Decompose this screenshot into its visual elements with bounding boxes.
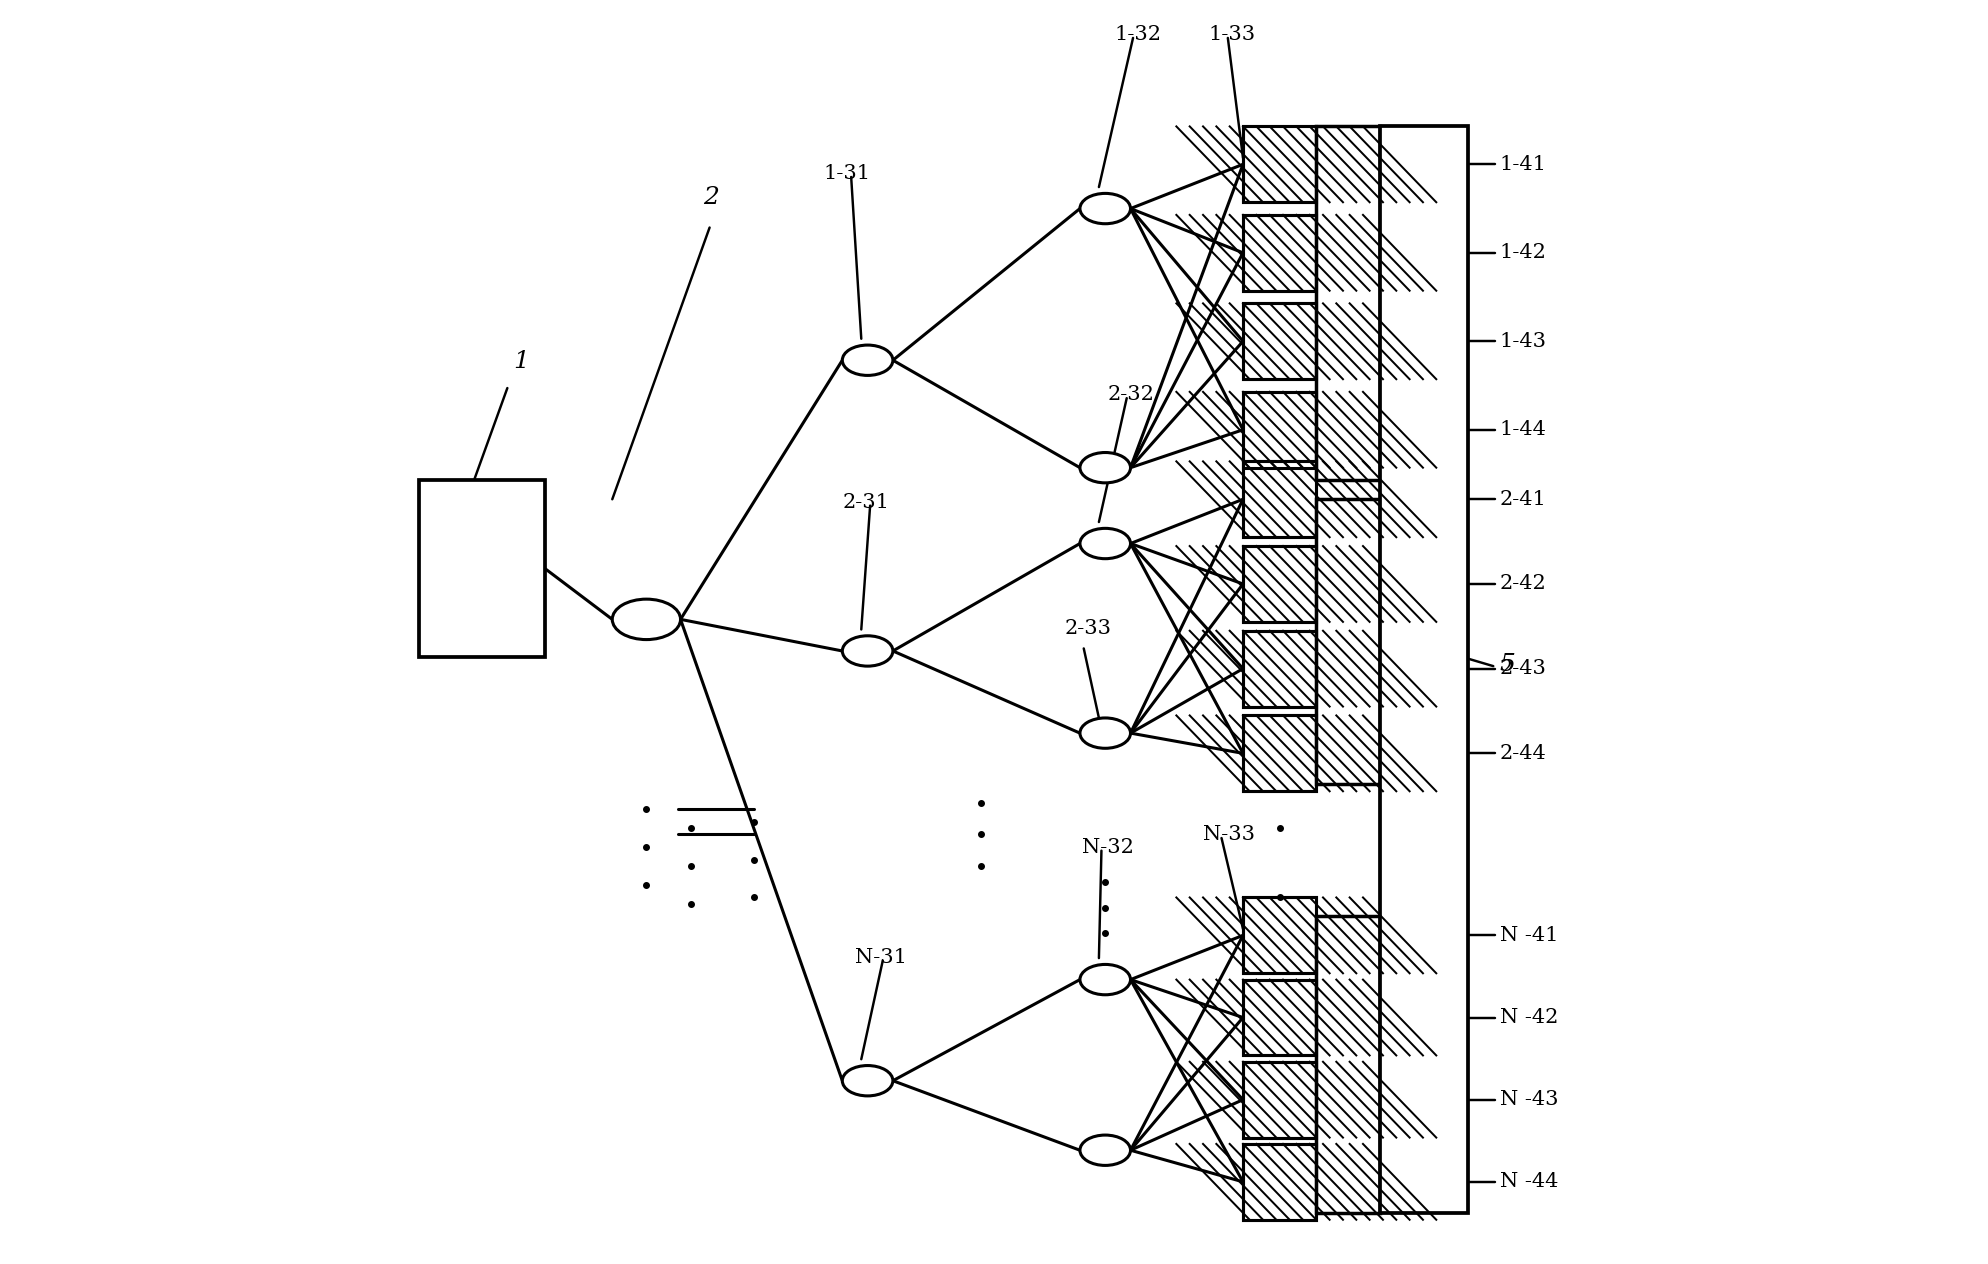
Bar — [1242, 715, 1316, 791]
Bar — [1316, 916, 1380, 1213]
Bar — [1242, 715, 1316, 791]
Text: 1-33: 1-33 — [1209, 25, 1256, 44]
Text: 2-32: 2-32 — [1107, 386, 1155, 404]
Bar — [1242, 897, 1316, 973]
Bar — [1242, 126, 1316, 202]
Bar — [1242, 126, 1316, 202]
Bar — [1316, 126, 1380, 480]
Bar — [1242, 1144, 1316, 1220]
Text: N-31: N-31 — [855, 948, 907, 967]
Bar — [1242, 980, 1316, 1055]
Text: 2-41: 2-41 — [1499, 489, 1547, 509]
Bar — [1242, 461, 1316, 537]
Bar — [1242, 631, 1316, 707]
Text: 2-31: 2-31 — [843, 493, 889, 512]
Ellipse shape — [1079, 453, 1131, 483]
Bar — [1242, 631, 1316, 707]
Bar — [1242, 215, 1316, 291]
Bar — [1242, 392, 1316, 468]
Bar — [1242, 546, 1316, 622]
Bar — [1242, 897, 1316, 973]
Bar — [1242, 1144, 1316, 1220]
Bar — [1242, 392, 1316, 468]
Text: 1-31: 1-31 — [823, 164, 871, 183]
Ellipse shape — [1079, 964, 1131, 995]
Bar — [1242, 461, 1316, 537]
Bar — [1242, 303, 1316, 379]
Text: N -44: N -44 — [1499, 1172, 1559, 1192]
Text: 1-32: 1-32 — [1113, 25, 1161, 44]
Text: N -41: N -41 — [1499, 925, 1559, 945]
Bar — [1316, 499, 1380, 784]
Text: 5: 5 — [1499, 653, 1515, 676]
Ellipse shape — [1079, 193, 1131, 224]
Bar — [1242, 897, 1316, 973]
Bar — [1242, 392, 1316, 468]
Ellipse shape — [843, 1066, 893, 1096]
Text: 2: 2 — [704, 186, 720, 209]
Ellipse shape — [612, 599, 680, 640]
Bar — [1242, 980, 1316, 1055]
Text: 1-42: 1-42 — [1499, 243, 1547, 263]
Text: 1: 1 — [513, 350, 529, 373]
Text: N-32: N-32 — [1083, 838, 1135, 857]
Bar — [1242, 303, 1316, 379]
Ellipse shape — [843, 636, 893, 666]
Text: 2-42: 2-42 — [1499, 574, 1547, 594]
Ellipse shape — [1079, 718, 1131, 748]
Bar — [1242, 126, 1316, 202]
Text: 1-41: 1-41 — [1499, 154, 1547, 174]
Text: N -43: N -43 — [1499, 1090, 1559, 1110]
Bar — [1242, 1062, 1316, 1138]
Bar — [1242, 461, 1316, 537]
Bar — [1242, 631, 1316, 707]
Text: 1-44: 1-44 — [1499, 420, 1547, 440]
Bar — [1242, 546, 1316, 622]
Bar — [1242, 1144, 1316, 1220]
Bar — [1242, 715, 1316, 791]
Text: 2-43: 2-43 — [1499, 659, 1547, 679]
Bar — [1242, 215, 1316, 291]
Bar — [1242, 303, 1316, 379]
Bar — [1242, 1062, 1316, 1138]
Bar — [1242, 546, 1316, 622]
Text: 1-43: 1-43 — [1499, 331, 1547, 351]
Bar — [419, 480, 545, 657]
Text: N -42: N -42 — [1499, 1007, 1559, 1028]
Text: 2-33: 2-33 — [1066, 619, 1111, 638]
Bar — [1242, 980, 1316, 1055]
Ellipse shape — [1079, 1135, 1131, 1165]
Bar — [1380, 126, 1467, 1213]
Ellipse shape — [1079, 528, 1131, 559]
Bar — [1242, 215, 1316, 291]
Bar — [1242, 1062, 1316, 1138]
Text: 2-44: 2-44 — [1499, 743, 1547, 763]
Text: N-33: N-33 — [1203, 825, 1254, 844]
Ellipse shape — [843, 345, 893, 375]
